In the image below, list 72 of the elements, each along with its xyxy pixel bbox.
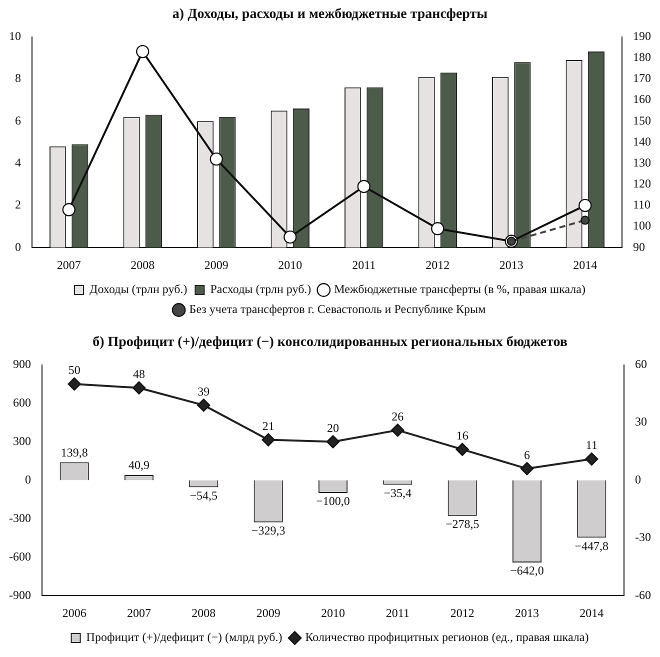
x-tick-label: 2008 <box>130 258 155 272</box>
y2-tick-label: 130 <box>633 155 651 170</box>
y-tick-label: -600 <box>8 549 31 564</box>
y2-tick-label: 170 <box>633 71 651 86</box>
data-label: 39 <box>198 384 210 398</box>
data-label: 20 <box>327 420 339 435</box>
data-label: 6 <box>524 448 530 462</box>
data-label: 26 <box>392 409 404 424</box>
x-tick-label: 2010 <box>321 606 345 620</box>
data-label: 16 <box>456 428 468 443</box>
data-label: 139,8 <box>60 445 88 460</box>
y2-tick-label: -60 <box>635 588 652 602</box>
x-tick-label: 2009 <box>204 258 228 272</box>
chart-title: а) Доходы, расходы и межбюджетные трансферты <box>172 7 488 22</box>
y-tick-label: -900 <box>8 588 31 602</box>
x-tick-label: 2006 <box>62 606 86 620</box>
y-tick-label: 8 <box>15 71 21 86</box>
data-label: −447,8 <box>574 538 609 553</box>
x-tick-label: 2014 <box>573 258 598 272</box>
x-tick-label: 2010 <box>278 258 302 272</box>
y2-tick-label: 150 <box>633 113 651 128</box>
y-tick-label: 600 <box>12 395 31 410</box>
data-label: 21 <box>262 418 274 433</box>
data-label: 40,9 <box>128 458 150 472</box>
y-tick-label: 6 <box>15 113 21 128</box>
chart-title: б) Профицит (+)/дефицит (−) консолидированных региональных бюджетов <box>92 335 568 350</box>
data-label: 48 <box>132 367 145 382</box>
y2-tick-label: 30 <box>635 414 648 429</box>
x-tick-label: 2012 <box>450 606 474 620</box>
legend-label: Количество профицитных регионов (ед., правая шкала) <box>305 630 589 644</box>
legend-label: Расходы (трлн руб.) <box>210 282 312 296</box>
y-tick-label: -300 <box>8 510 31 525</box>
x-tick-label: 2012 <box>426 258 450 272</box>
y-tick-label: 4 <box>15 155 21 170</box>
legend-label: Без учета трансфертов г. Севастополь и Республике Крым <box>189 302 486 316</box>
legend-label: Доходы (трлн руб.) <box>90 282 188 296</box>
x-tick-label: 2013 <box>515 606 540 620</box>
y-tick-label: 10 <box>9 28 21 43</box>
x-tick-label: 2008 <box>192 606 216 620</box>
y2-tick-label: 100 <box>633 218 651 233</box>
y-tick-label: 300 <box>12 434 31 448</box>
x-tick-label: 2007 <box>56 258 81 272</box>
x-tick-label: 2013 <box>499 258 524 272</box>
y2-tick-label: 180 <box>633 50 651 64</box>
y-tick-label: 0 <box>15 240 21 254</box>
y2-tick-label: 120 <box>633 176 651 191</box>
y2-tick-label: 0 <box>635 472 642 486</box>
data-label: −278,5 <box>445 517 480 532</box>
y2-tick-label: 160 <box>633 92 651 106</box>
x-tick-label: 2007 <box>126 606 151 620</box>
y2-tick-label: -30 <box>635 530 652 544</box>
data-label: −54,5 <box>190 488 218 502</box>
legend-label: Межбюджетные трансферты (в %, правая шкала) <box>334 282 586 296</box>
y2-tick-label: 190 <box>633 28 651 43</box>
data-label: 11 <box>586 438 598 452</box>
y2-tick-label: 60 <box>635 356 648 371</box>
y-tick-label: 2 <box>15 198 21 212</box>
y2-tick-label: 140 <box>633 134 651 148</box>
y2-tick-label: 110 <box>633 198 651 212</box>
x-tick-label: 2011 <box>386 606 410 620</box>
data-label: −642,0 <box>510 564 544 578</box>
data-label: −100,0 <box>316 494 350 508</box>
data-label: −329,3 <box>251 524 286 538</box>
x-tick-label: 2014 <box>580 606 604 620</box>
y2-tick-label: 90 <box>633 240 645 254</box>
x-tick-label: 2011 <box>352 258 376 272</box>
data-label: 50 <box>68 363 80 378</box>
y-tick-label: 900 <box>12 356 31 371</box>
y-tick-label: 0 <box>24 472 31 486</box>
legend-label: Профицит (+)/дефицит (−) (млрд руб.) <box>86 630 282 644</box>
data-label: −35,4 <box>384 486 412 500</box>
x-tick-label: 2009 <box>256 606 280 620</box>
